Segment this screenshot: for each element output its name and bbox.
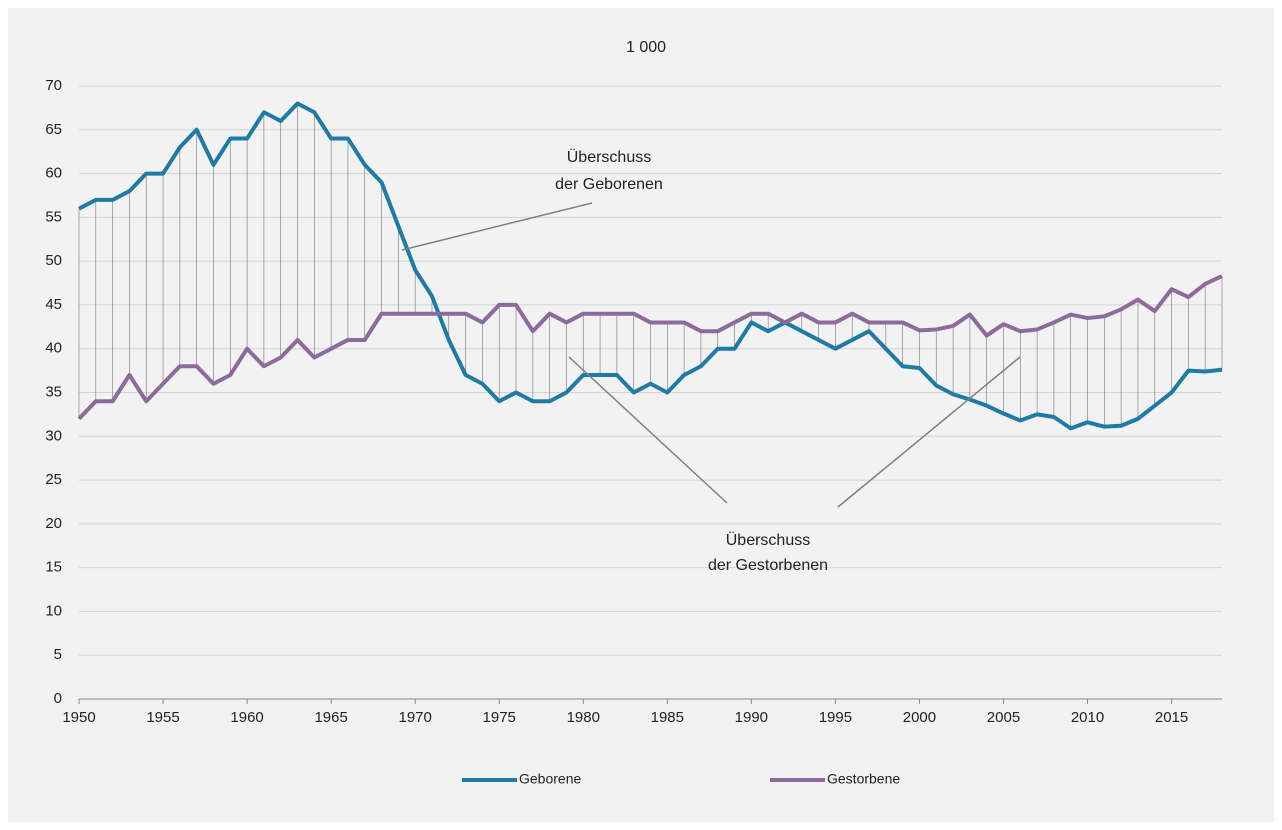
y-tick-label: 5 xyxy=(54,646,62,663)
grid xyxy=(78,85,1222,704)
leader-line xyxy=(837,356,1021,508)
y-tick-label: 55 xyxy=(45,208,62,225)
legend-label: Gestorbene xyxy=(827,771,900,787)
annotation: Überschuss xyxy=(726,531,810,549)
x-tick-label: 1970 xyxy=(398,709,431,726)
y-tick-label: 30 xyxy=(45,427,62,444)
x-tick-label: 1980 xyxy=(567,709,600,726)
x-tick-label: 1995 xyxy=(819,709,852,726)
y-tick-label: 40 xyxy=(45,340,62,357)
x-tick-label: 1960 xyxy=(230,709,263,726)
y-tick-label: 0 xyxy=(54,690,62,707)
x-tick-label: 1955 xyxy=(146,709,179,726)
y-tick-label: 10 xyxy=(45,602,62,619)
y-tick-label: 65 xyxy=(45,121,62,138)
y-tick-label: 35 xyxy=(45,383,62,400)
x-tick-label: 1950 xyxy=(62,709,95,726)
annotation: Überschuss xyxy=(567,148,651,166)
annotation: der Geborenen xyxy=(555,176,663,193)
legend-label: Geborene xyxy=(519,771,581,787)
leader-line xyxy=(568,356,728,504)
y-tick-label: 70 xyxy=(45,77,62,94)
x-tick-label: 1975 xyxy=(483,709,516,726)
series-line xyxy=(78,101,1223,431)
x-tick-label: 1985 xyxy=(651,709,684,726)
x-tick-label: 2015 xyxy=(1155,709,1188,726)
y-tick-label: 20 xyxy=(45,515,62,532)
drop-lines xyxy=(78,103,1223,429)
series-line xyxy=(77,274,1223,421)
marks xyxy=(77,101,1223,431)
y-tick-label: 45 xyxy=(45,296,62,313)
y-tick-label: 60 xyxy=(45,165,62,182)
leader-line xyxy=(401,202,593,251)
annotation: der Gestorbenen xyxy=(708,557,828,574)
y-tick-label: 25 xyxy=(45,471,62,488)
y-tick-label: 15 xyxy=(45,559,62,576)
x-tick-label: 1965 xyxy=(314,709,347,726)
x-tick-label: 2010 xyxy=(1071,709,1104,726)
x-tick-label: 1990 xyxy=(735,709,768,726)
x-tick-label: 2000 xyxy=(903,709,936,726)
x-tick-label: 2005 xyxy=(987,709,1020,726)
unit-label: 1 000 xyxy=(626,39,666,56)
chart-panel xyxy=(8,8,1274,822)
y-tick-label: 50 xyxy=(45,252,62,269)
